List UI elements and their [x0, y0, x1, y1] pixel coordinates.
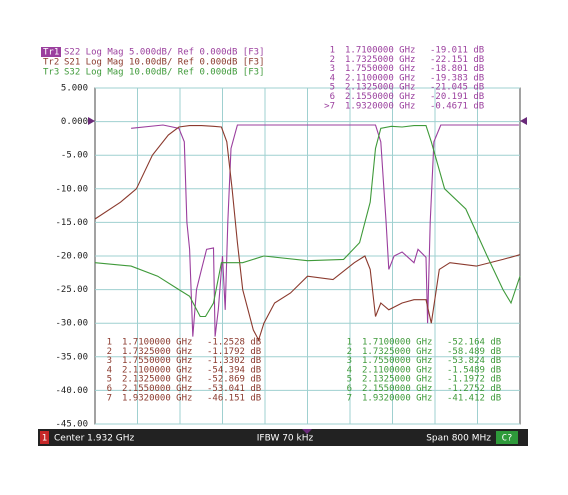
status-bar	[38, 429, 528, 446]
trace	[94, 125, 521, 318]
center: Center 1.932 GHz	[54, 434, 135, 444]
marker-value: -52.164 dB	[447, 338, 501, 348]
ifbw: IFBW 70 kHz	[257, 434, 314, 444]
marker-number: 5	[107, 375, 112, 385]
active-trace-box	[41, 47, 61, 57]
marker-number: 6	[330, 92, 335, 102]
marker-value: -21.045 dB	[430, 83, 484, 93]
marker-frequency: 1.7550000 GHz	[362, 356, 432, 366]
marker-value: -52.869 dB	[207, 375, 261, 385]
marker-frequency: 2.1550000 GHz	[362, 384, 432, 394]
center-marker	[302, 429, 312, 434]
marker-number: 1	[107, 338, 112, 348]
marker-frequency: 1.7325000 GHz	[122, 347, 192, 357]
marker-number: 1	[347, 338, 352, 348]
y-tick-label: -35.00	[55, 352, 88, 362]
marker-value: -1.3302 dB	[207, 356, 261, 366]
y-tick-label: 0.000	[61, 117, 88, 127]
marker-number: 4	[347, 365, 352, 375]
marker-frequency: 1.9320000 GHz	[345, 101, 415, 111]
legend-trace: Tr1	[43, 48, 59, 58]
marker-value: -58.489 dB	[447, 347, 501, 357]
marker-frequency: 1.7100000 GHz	[345, 46, 415, 56]
ref-arrow	[520, 117, 527, 125]
marker-number: 2	[107, 347, 112, 357]
y-tick-label: -5.00	[61, 151, 88, 161]
marker-value: -41.412 dB	[447, 393, 501, 403]
marker-value: -54.394 dB	[207, 365, 261, 375]
marker-frequency: 2.1100000 GHz	[122, 365, 192, 375]
marker-number: 4	[107, 365, 112, 375]
trace	[131, 124, 519, 337]
marker-value: -20.191 dB	[430, 92, 484, 102]
marker-frequency: 1.7100000 GHz	[362, 338, 432, 348]
y-tick-label: -25.00	[55, 285, 88, 295]
legend-trace: Tr3	[43, 68, 59, 78]
marker-frequency: 1.7325000 GHz	[362, 347, 432, 357]
marker-value: -19.383 dB	[430, 73, 484, 83]
y-tick-label: -40.00	[55, 386, 88, 396]
marker-frequency: 1.9320000 GHz	[362, 393, 432, 403]
marker-number: 7	[107, 393, 112, 403]
marker-number: >7	[324, 101, 335, 111]
marker-frequency: 1.7100000 GHz	[122, 338, 192, 348]
marker-frequency: 2.1325000 GHz	[362, 375, 432, 385]
marker-number: 6	[347, 384, 352, 394]
marker-number: 3	[347, 356, 352, 366]
y-tick-label: -30.00	[55, 319, 88, 329]
marker-value: -46.151 dB	[207, 393, 261, 403]
marker-number: 7	[347, 393, 352, 403]
marker-value: -53.824 dB	[447, 356, 501, 366]
marker-frequency: 2.1325000 GHz	[122, 375, 192, 385]
marker-frequency: 1.7550000 GHz	[345, 64, 415, 74]
span: Span 800 MHz	[426, 434, 491, 444]
marker-frequency: 1.7325000 GHz	[345, 55, 415, 65]
legend-label: S22 Log Mag 5.000dB/ Ref 0.000dB [F3]	[64, 48, 264, 58]
y-tick-label: -15.00	[55, 218, 88, 228]
marker-value: -1.1972 dB	[447, 375, 501, 385]
y-tick-label: -45.00	[55, 420, 88, 430]
marker-frequency: 2.1550000 GHz	[345, 92, 415, 102]
cal: C?	[502, 434, 513, 444]
marker-number: 3	[107, 356, 112, 366]
marker-number: 5	[347, 375, 352, 385]
marker-number: 2	[330, 55, 335, 65]
legend-trace: Tr2	[43, 58, 59, 68]
marker-number: 4	[330, 73, 335, 83]
marker-number: 2	[347, 347, 352, 357]
marker-frequency: 1.7550000 GHz	[122, 356, 192, 366]
marker-number: 5	[330, 83, 335, 93]
trace	[94, 125, 521, 342]
marker-frequency: 2.1550000 GHz	[122, 384, 192, 394]
marker-frequency: 2.1325000 GHz	[345, 83, 415, 93]
marker-number: 6	[107, 384, 112, 394]
ref-arrow	[88, 117, 95, 125]
y-tick-label: -10.00	[55, 184, 88, 194]
y-tick-label: -20.00	[55, 252, 88, 262]
marker-frequency: 1.9320000 GHz	[122, 393, 192, 403]
marker-value: -1.1792 dB	[207, 347, 261, 357]
legend-label: S21 Log Mag 10.00dB/ Ref 0.000dB [F3]	[64, 58, 264, 68]
marker-number: 3	[330, 64, 335, 74]
marker-value: -19.011 dB	[430, 46, 484, 56]
channel: 1	[42, 434, 47, 444]
marker-value: -1.2528 dB	[207, 338, 261, 348]
marker-value: -1.2752 dB	[447, 384, 501, 394]
channel-box	[40, 431, 49, 444]
marker-value: -22.151 dB	[430, 55, 484, 65]
legend-label: S32 Log Mag 10.00dB/ Ref 0.000dB [F3]	[64, 68, 264, 78]
cal-box	[496, 431, 518, 444]
marker-value: -0.4671 dB	[430, 101, 484, 111]
marker-value: -18.801 dB	[430, 64, 484, 74]
marker-frequency: 2.1100000 GHz	[345, 73, 415, 83]
marker-number: 1	[330, 46, 335, 56]
marker-value: -1.5489 dB	[447, 365, 501, 375]
y-tick-label: 5.000	[61, 84, 88, 94]
marker-value: -53.041 dB	[207, 384, 261, 394]
marker-frequency: 2.1100000 GHz	[362, 365, 432, 375]
